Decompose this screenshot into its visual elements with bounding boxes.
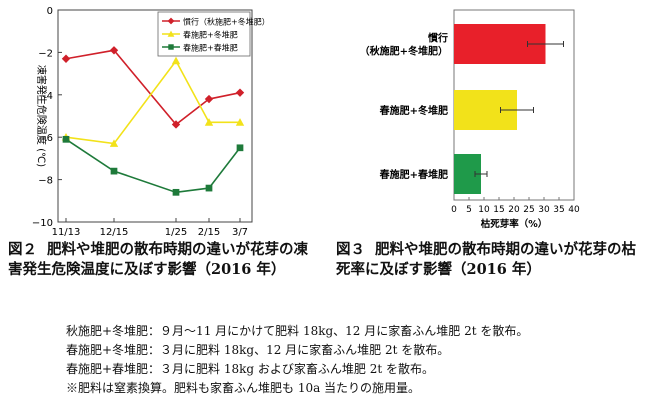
y-axis-label: 凍害発生危険温度 (℃): [35, 65, 48, 167]
x-tick-label: 10: [478, 205, 490, 215]
footnote-line: ※肥料は窒素換算。肥料も家畜ふん堆肥も 10a 当たりの施用量。: [66, 381, 421, 395]
square-marker: [110, 167, 118, 175]
x-tick-label: 35: [553, 205, 564, 215]
category-label: 春施肥+冬堆肥: [380, 104, 448, 117]
diamond-marker: [171, 120, 181, 129]
triangle-marker: [171, 56, 181, 65]
series-line: [65, 59, 240, 145]
category-label: 春施肥+春堆肥: [380, 168, 448, 181]
legend-label: 慣行（秋施肥+冬堆肥）: [183, 17, 270, 27]
figure-3-caption: 図３ 肥料や堆肥の散布時期の違いが花芽の枯死率に及ぼす影響（2016 年）: [336, 240, 646, 280]
category-label: 慣行: [427, 32, 448, 45]
plot-frame: [57, 9, 253, 223]
figure-number: 図３: [336, 241, 365, 258]
triangle-marker: [204, 118, 214, 126]
diamond-marker: [235, 88, 245, 97]
chart-series: [61, 46, 245, 196]
y-tick-label: −2: [38, 48, 53, 59]
x-tick-label: 20: [508, 205, 520, 215]
x-tick-label: 5: [466, 205, 472, 215]
square-marker: [236, 144, 244, 152]
x-tick-label: 1/25: [165, 227, 187, 238]
legend-label: 春施肥+冬堆肥: [183, 30, 238, 40]
legend-label: 春施肥+春堆肥: [183, 43, 238, 53]
figure-2-caption: 図２ 肥料や堆肥の散布時期の違いが花芽の凍害発生危険温度に及ぼす影響（2016 年…: [8, 240, 308, 280]
square-marker: [168, 44, 174, 50]
diamond-marker: [61, 54, 71, 63]
x-axis-label: 枯死芽率（%）: [481, 218, 548, 230]
footnote-line: 秋施肥+冬堆肥：９月～11 月にかけて肥料 18kg、12 月に家畜ふん堆肥 2…: [66, 324, 529, 338]
footnote-line: 春施肥+冬堆肥：３月に肥料 18kg、12 月に家畜ふん堆肥 2t を散布。: [66, 343, 450, 357]
y-tick-label: −4: [38, 91, 53, 102]
chart-bars: [454, 24, 564, 194]
series-line: [65, 138, 241, 194]
category-label: （秋施肥+冬堆肥）: [360, 45, 448, 58]
x-tick-label: 40: [568, 205, 580, 215]
diamond-marker: [167, 17, 175, 25]
x-tick-label: 3/7: [232, 227, 248, 238]
x-tick-label: 0: [451, 205, 457, 215]
triangle-marker: [235, 118, 245, 126]
footnote-line: 春施肥+春堆肥：３月に肥料 18kg および家畜ふん堆肥 2t を散布。: [66, 362, 434, 376]
x-tick-label: 30: [538, 205, 550, 215]
caption-text: 肥料や堆肥の散布時期の違いが花芽の枯死率に及ぼす影響（2016 年）: [336, 241, 636, 278]
series-line: [65, 49, 241, 126]
square-marker: [62, 135, 70, 143]
bar-chart-bud-death-rate: 0 5 10 15 20 25 30 35 40 枯死芽率（%） 慣行（秋施肥+冬堆肥） 春施肥+冬堆…: [360, 9, 580, 230]
chart-axes: 0 5 10 15 20 25 30 35 40 枯死芽率（%） 慣行（秋施肥+冬堆肥） 春施肥+冬堆…: [360, 9, 580, 230]
square-marker: [172, 188, 180, 196]
y-tick-label: −10: [32, 218, 53, 229]
x-tick-label: 25: [523, 205, 534, 215]
x-tick-label: 15: [493, 205, 504, 215]
square-marker: [205, 184, 213, 192]
x-tick-label: 11/13: [52, 227, 81, 238]
x-tick-label: 12/15: [100, 227, 129, 238]
x-tick-label: 2/15: [198, 227, 220, 238]
caption-text: 肥料や堆肥の散布時期の違いが花芽の凍害発生危険温度に及ぼす影響（2016 年）: [8, 241, 308, 278]
y-tick-label: −8: [38, 176, 53, 187]
triangle-marker: [109, 139, 119, 147]
triangle-marker: [167, 30, 175, 37]
figure-number: 図２: [8, 241, 37, 258]
y-tick-label: 0: [47, 6, 53, 17]
diamond-marker: [204, 94, 214, 104]
diamond-marker: [109, 46, 119, 55]
footnotes: 秋施肥+冬堆肥：９月～11 月にかけて肥料 18kg、12 月に家畜ふん堆肥 2…: [66, 322, 528, 398]
y-tick-label: −6: [38, 133, 53, 144]
